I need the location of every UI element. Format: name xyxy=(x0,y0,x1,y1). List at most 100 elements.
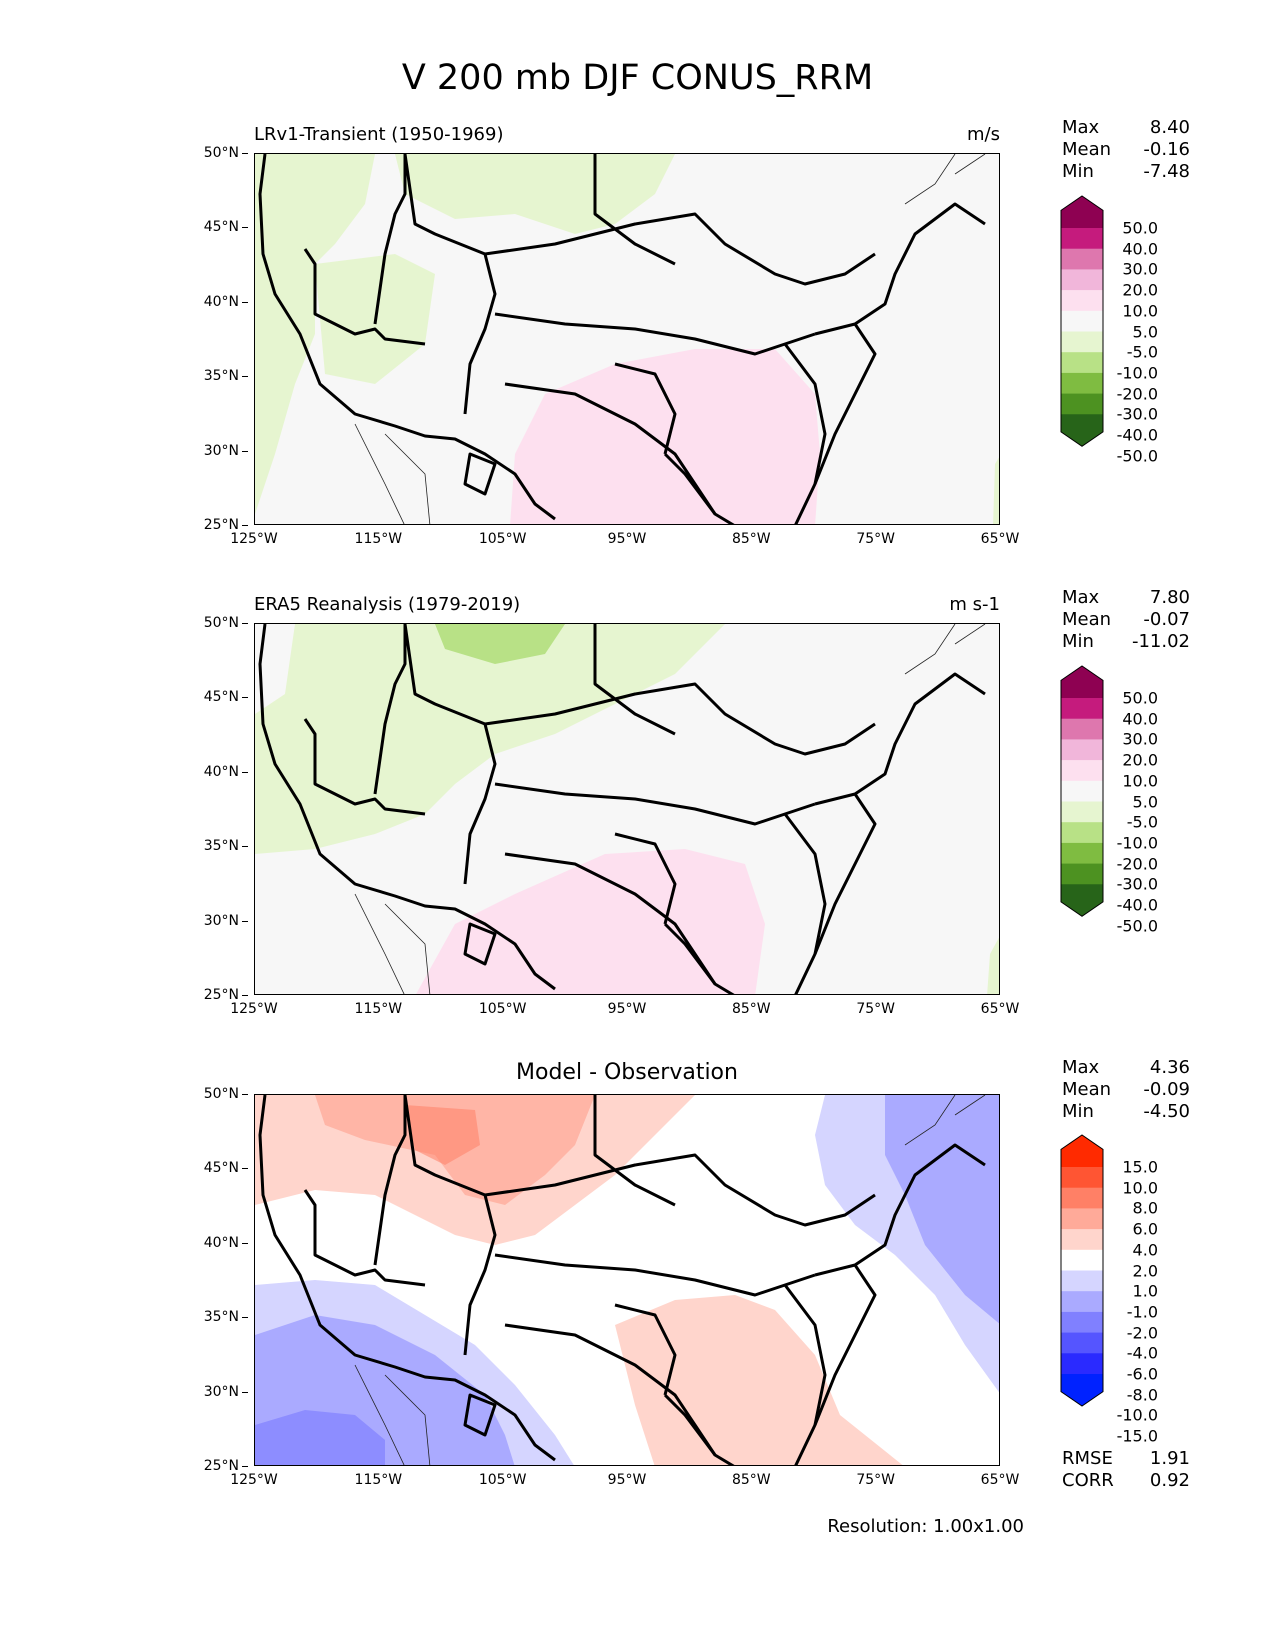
panel1-colorbar-label: 50.0 xyxy=(1122,218,1158,238)
colorbar-segment xyxy=(1061,801,1103,823)
panel3-colorbar-label: 15.0 xyxy=(1122,1157,1158,1177)
colorbar-segment xyxy=(1061,780,1103,802)
colorbar-segment xyxy=(1061,760,1103,782)
panel1-map xyxy=(254,153,1000,525)
panel2-colorbar-label: -5.0 xyxy=(1126,812,1158,832)
panel3-xtick: 125°W xyxy=(230,1472,278,1488)
colorbar-segment xyxy=(1061,352,1103,374)
panel1-colorbar-label: 20.0 xyxy=(1122,280,1158,300)
panel1-min: -7.48 xyxy=(1143,161,1190,182)
panel2-title: ERA5 Reanalysis (1979-2019) xyxy=(254,594,521,615)
panel3-xtick: 65°W xyxy=(980,1472,1020,1488)
panel2-colorbar-label: -50.0 xyxy=(1116,916,1158,936)
panel3-xtick: 75°W xyxy=(856,1472,895,1488)
panel3-map xyxy=(254,1094,1000,1466)
panel1-xtick: 75°W xyxy=(856,531,895,547)
panel3-colorbar-label: 6.0 xyxy=(1132,1219,1158,1239)
panel3-colorbar-label: -10.0 xyxy=(1116,1405,1158,1425)
panel2-ytick: 30°N xyxy=(203,912,249,929)
panel1-colorbar-label: -50.0 xyxy=(1116,446,1158,466)
panel1-ytick: 50°N xyxy=(203,145,249,161)
panel1-xtick: 95°W xyxy=(607,531,647,547)
panel3-colorbar-label: -2.0 xyxy=(1126,1323,1158,1343)
panel3-xtick: 85°W xyxy=(731,1472,771,1488)
panel2-xtick: 95°W xyxy=(607,1001,647,1017)
panel3-ytick: 25°N xyxy=(203,1458,249,1474)
panel3-ytick: 40°N xyxy=(203,1234,249,1251)
panel1-colorbar-label: -10.0 xyxy=(1116,363,1158,383)
panel2-colorbar-label: -40.0 xyxy=(1116,895,1158,915)
panel2-ytick: 25°N xyxy=(203,987,249,1003)
colorbar-segment xyxy=(1061,372,1103,395)
colorbar-segment xyxy=(1061,1291,1103,1313)
panel3-ytick: 50°N xyxy=(203,1086,249,1102)
colorbar-segment xyxy=(1061,718,1103,740)
panel1-ytick: 25°N xyxy=(203,517,249,533)
panel1-colorbar xyxy=(1060,195,1104,447)
panel2-ytick: 40°N xyxy=(203,763,249,780)
colorbar-segment xyxy=(1061,1187,1103,1209)
colorbar-segment xyxy=(1061,842,1103,865)
panel2-colorbar-label: 30.0 xyxy=(1122,729,1158,749)
panel3-min: -4.50 xyxy=(1143,1101,1190,1122)
panel3-max: 4.36 xyxy=(1149,1057,1190,1078)
panel3-colorbar-label: -1.0 xyxy=(1126,1302,1158,1322)
panel3-colorbar-label: 2.0 xyxy=(1132,1261,1158,1280)
figure-title: V 200 mb DJF CONUS_RRM xyxy=(401,58,874,98)
panel2-colorbar xyxy=(1060,665,1104,917)
panel3-stats: Max 4.36 Mean -0.09 Min -4.50 xyxy=(1062,1057,1190,1122)
panel1-ytick: 35°N xyxy=(203,368,249,385)
panel1-colorbar-label: -20.0 xyxy=(1116,384,1158,404)
colorbar-segment xyxy=(1061,310,1103,332)
panel3-ytick: 45°N xyxy=(203,1160,249,1177)
panel2-max: 7.80 xyxy=(1149,587,1190,608)
colorbar-segment xyxy=(1061,248,1103,270)
panel3-xtick: 95°W xyxy=(607,1472,647,1488)
rmse-value: 1.91 xyxy=(1149,1448,1190,1469)
panel2-stats: Max 7.80 Mean -0.07 Min -11.02 xyxy=(1062,587,1190,652)
panel3-colorbar-label: -4.0 xyxy=(1126,1343,1158,1363)
panel2-xtick: 105°W xyxy=(478,1001,527,1017)
panel2-colorbar-label: 5.0 xyxy=(1132,792,1158,811)
panel1-xtick: 125°W xyxy=(230,531,278,547)
panel2-colorbar-label: -30.0 xyxy=(1116,874,1158,894)
panel2-xtick: 65°W xyxy=(980,1001,1020,1017)
panel1-units: m/s xyxy=(967,124,1000,145)
panel1-xtick: 105°W xyxy=(478,531,527,547)
panel3-colorbar-label: 8.0 xyxy=(1132,1198,1158,1218)
panel1-title: LRv1-Transient (1950-1969) xyxy=(254,124,504,145)
panel3-skill: RMSE 1.91 CORR 0.92 xyxy=(1062,1448,1190,1491)
panel2-xtick: 115°W xyxy=(354,1001,403,1017)
colorbar-segment xyxy=(1061,1270,1103,1292)
colorbar-extend-max xyxy=(1061,196,1103,228)
panel1-xtick: 85°W xyxy=(731,531,771,547)
colorbar-segment xyxy=(1061,1208,1103,1230)
panel2-colorbar-label: -10.0 xyxy=(1116,833,1158,853)
panel1-ytick: 40°N xyxy=(203,293,249,310)
panel1-stats: Max 8.40 Mean -0.16 Min -7.48 xyxy=(1062,117,1190,182)
panel1-xtick: 115°W xyxy=(354,531,403,547)
colorbar-segment xyxy=(1061,1229,1103,1251)
panel2-xtick: 125°W xyxy=(230,1001,278,1017)
panel2-ytick: 35°N xyxy=(203,838,249,855)
panel2-ytick: 50°N xyxy=(203,615,249,631)
colorbar-segment xyxy=(1061,1311,1103,1334)
colorbar-segment xyxy=(1061,822,1103,844)
panel3-mean: -0.09 xyxy=(1143,1079,1190,1100)
colorbar-segment xyxy=(1061,1167,1103,1189)
panel2-colorbar-label: -20.0 xyxy=(1116,854,1158,874)
panel2-mean: -0.07 xyxy=(1143,609,1190,630)
colorbar-segment xyxy=(1061,863,1103,885)
panel1-colorbar-label: 10.0 xyxy=(1122,301,1158,321)
resolution-label: Resolution: 1.00x1.00 xyxy=(827,1516,1024,1537)
panel1-max: 8.40 xyxy=(1149,117,1190,138)
colorbar-segment xyxy=(1061,1249,1103,1271)
panel1-colorbar-label: 5.0 xyxy=(1132,322,1158,341)
panel2-units: m s-1 xyxy=(949,594,1000,615)
colorbar-segment xyxy=(1061,393,1103,415)
panel3-colorbar-label: 4.0 xyxy=(1132,1240,1158,1260)
panel3-colorbar-label: -15.0 xyxy=(1116,1426,1158,1446)
colorbar-extend-max xyxy=(1061,666,1103,698)
panel1-xtick: 65°W xyxy=(980,531,1020,547)
panel3-colorbar-label: 10.0 xyxy=(1122,1178,1158,1198)
